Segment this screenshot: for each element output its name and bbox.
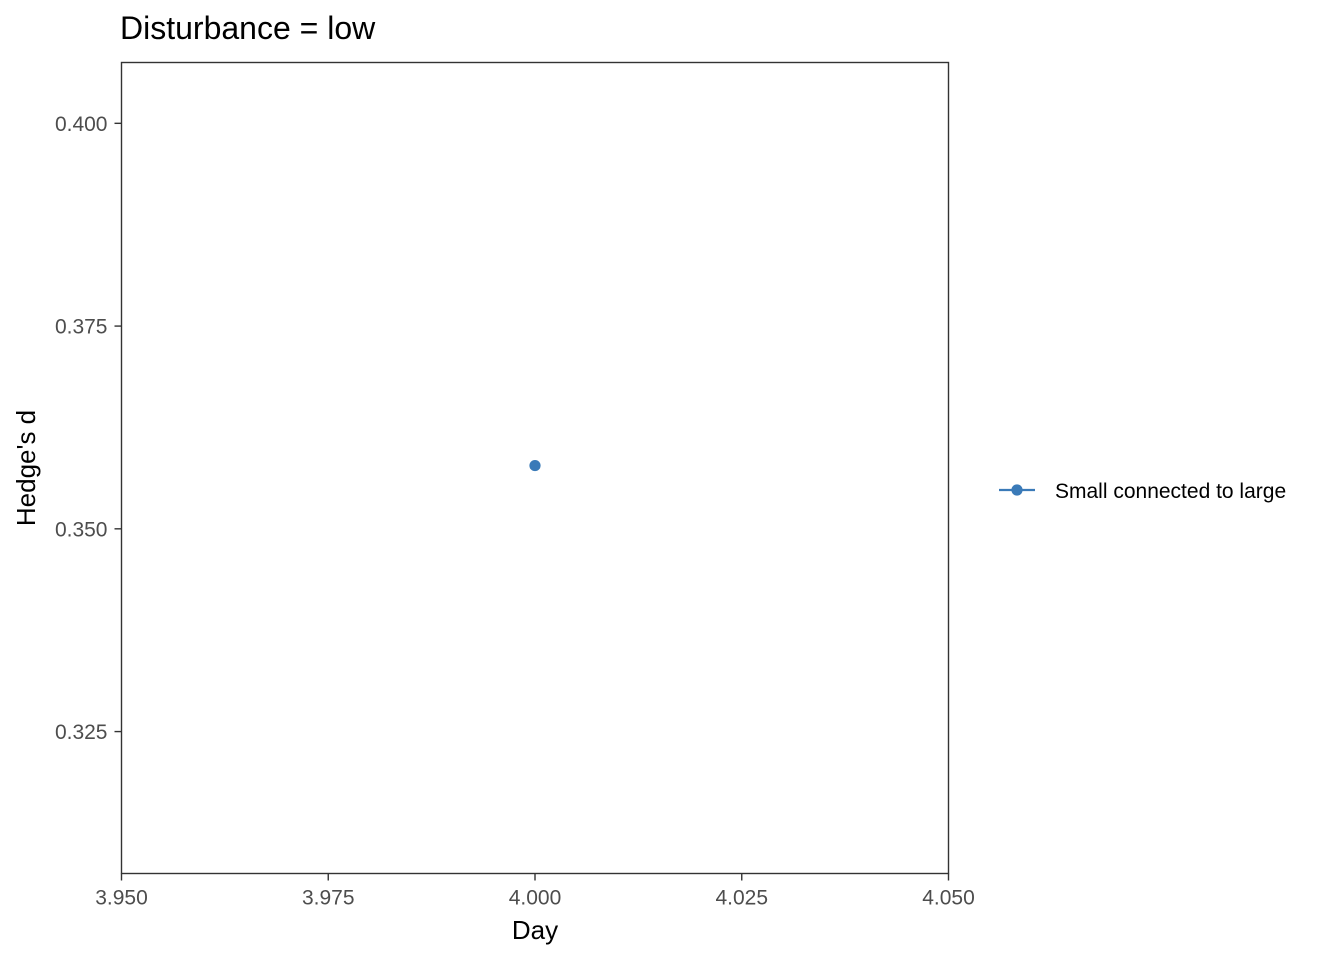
- x-tick-label: 4.000: [509, 887, 562, 910]
- x-tick-label: 4.025: [715, 887, 768, 910]
- legend-key-point: [1011, 484, 1023, 496]
- y-tick-label: 0.325: [55, 721, 108, 744]
- y-axis-title: Hedge's d: [11, 410, 41, 526]
- x-tick-label: 3.975: [302, 887, 355, 910]
- data-points: [529, 459, 541, 472]
- chart-title: Disturbance = low: [120, 10, 376, 46]
- legend: Small connected to large: [999, 480, 1286, 503]
- x-axis: 3.950 3.975 4.000 4.025 4.050: [95, 873, 975, 910]
- y-tick-label: 0.350: [55, 518, 108, 541]
- y-tick-label: 0.375: [55, 316, 108, 339]
- y-tick-label: 0.400: [55, 113, 108, 136]
- legend-label: Small connected to large: [1055, 480, 1286, 503]
- x-axis-title: Day: [512, 915, 558, 945]
- data-point: [529, 459, 541, 472]
- x-tick-label: 3.950: [95, 887, 148, 910]
- y-axis: 0.325 0.350 0.375 0.400: [55, 113, 122, 744]
- x-tick-label: 4.050: [922, 887, 975, 910]
